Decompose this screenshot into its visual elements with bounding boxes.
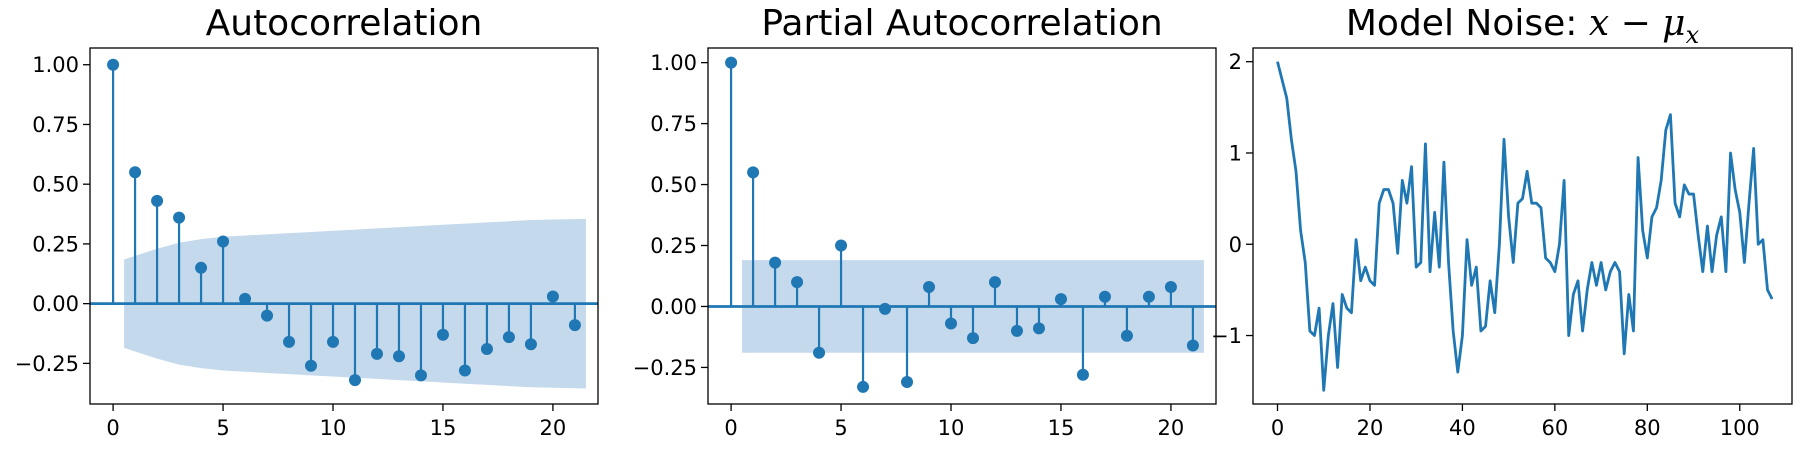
y-tick-label: 0.25: [650, 234, 697, 258]
stem-marker: [725, 56, 738, 69]
y-tick-label: −0.25: [15, 352, 79, 376]
y-tick-label: 0.50: [32, 173, 79, 197]
stem-marker: [769, 256, 782, 269]
y-tick-label: 2: [1229, 50, 1242, 74]
y-tick-label: 0: [1229, 233, 1242, 257]
y-tick-label: −1: [1211, 324, 1242, 348]
stem-marker: [835, 239, 848, 252]
x-tick-label: 100: [1720, 416, 1760, 440]
stem-marker: [502, 331, 515, 344]
stem-marker: [1054, 293, 1067, 306]
stem-marker: [327, 335, 340, 348]
x-tick-label: 5: [216, 416, 229, 440]
y-tick-label: 1.00: [32, 53, 79, 77]
stem-marker: [1098, 290, 1111, 303]
stem-marker: [173, 211, 186, 224]
y-tick-label: 0.25: [32, 232, 79, 256]
stem-marker: [151, 194, 164, 207]
x-tick-label: 10: [320, 416, 347, 440]
y-tick-label: 0.50: [650, 173, 697, 197]
y-tick-label: −0.25: [633, 356, 697, 380]
partial-autocorrelation-chart: 0 5 10 15 20 −0.25 0.00 0.25 0.50 0.75 1.00 Partial…: [633, 3, 1217, 440]
stem-marker: [923, 280, 936, 293]
y-tick-label: 0.75: [650, 112, 697, 136]
x-tick-label: 80: [1634, 416, 1661, 440]
x-tick-label: 20: [540, 416, 567, 440]
plot-area: [1276, 61, 1774, 392]
stem-marker: [458, 364, 471, 377]
stem-marker: [305, 359, 318, 372]
axes-frame: [89, 47, 599, 405]
x-tick-label: 0: [724, 416, 737, 440]
x-tick-label: 15: [430, 416, 457, 440]
stem-marker: [370, 347, 383, 360]
stem-marker: [414, 369, 427, 382]
stem-marker: [879, 302, 892, 315]
x-tick-label: 10: [938, 416, 965, 440]
stem-marker: [945, 317, 958, 330]
stem-marker: [988, 276, 1001, 289]
y-tick-label: 1.00: [650, 51, 697, 75]
stem-marker: [436, 328, 449, 341]
x-tick-label: 60: [1541, 416, 1568, 440]
stem-marker: [480, 343, 493, 356]
chart-title-text: Model Noise:: [1346, 3, 1589, 44]
stem-marker: [568, 319, 581, 332]
noise-series-line: [1276, 61, 1774, 392]
plot-area: [708, 56, 1216, 393]
stem-marker: [348, 374, 361, 387]
axes-frame: [707, 47, 1217, 405]
chart-title: Model Noise: x − μx: [1346, 3, 1700, 49]
stem-marker: [901, 376, 914, 389]
model-noise-chart: 0 20 40 60 80 100 −1 0 1 2 Model Noise: x − μx: [1211, 3, 1793, 440]
stem-marker: [1032, 322, 1045, 335]
stem-marker: [392, 350, 405, 363]
x-tick-label: 20: [1158, 416, 1185, 440]
y-tick-label: 0.00: [32, 292, 79, 316]
x-tick-label: 0: [1271, 416, 1284, 440]
stem-marker: [1010, 324, 1023, 337]
chart-title-text: Autocorrelation: [206, 3, 483, 44]
stem-marker: [217, 235, 230, 248]
y-tick-label: 1: [1229, 141, 1242, 165]
stem-marker: [546, 290, 559, 303]
chart-title: Autocorrelation: [206, 3, 483, 44]
stem-marker: [107, 58, 120, 71]
stem-marker: [1076, 368, 1089, 381]
stem-marker: [791, 276, 804, 289]
chart-title: Partial Autocorrelation: [761, 3, 1162, 44]
x-tick-label: 20: [1357, 416, 1384, 440]
y-tick-label: 0.00: [650, 295, 697, 319]
autocorrelation-chart: 0 5 10 15 20 −0.25 0.00 0.25 0.50 0.75 1.00 Autocor…: [15, 3, 599, 440]
stem-marker: [1142, 290, 1155, 303]
y-tick-label: 0.75: [32, 113, 79, 137]
x-tick-label: 5: [834, 416, 847, 440]
stem-marker: [1120, 329, 1133, 342]
chart-title-text: Partial Autocorrelation: [761, 3, 1162, 44]
x-tick-label: 0: [106, 416, 119, 440]
stem-marker: [1164, 280, 1177, 293]
x-tick-label: 40: [1449, 416, 1476, 440]
plot-area: [90, 58, 598, 389]
stem-marker: [1186, 339, 1199, 352]
x-tick-label: 15: [1048, 416, 1075, 440]
stem-marker: [747, 166, 760, 179]
stem-marker: [261, 309, 274, 322]
stem-marker: [966, 332, 979, 345]
stem-marker: [813, 346, 826, 359]
stem-marker: [239, 292, 252, 305]
stem-marker: [129, 166, 142, 179]
axes-frame: [1252, 47, 1793, 405]
chart-title-subscript: x: [1686, 21, 1700, 49]
chart-title-math: x − μ: [1589, 3, 1686, 44]
stem-marker: [524, 338, 537, 351]
stem-marker: [857, 380, 870, 393]
stem-marker: [195, 261, 208, 274]
stem-marker: [283, 335, 296, 348]
